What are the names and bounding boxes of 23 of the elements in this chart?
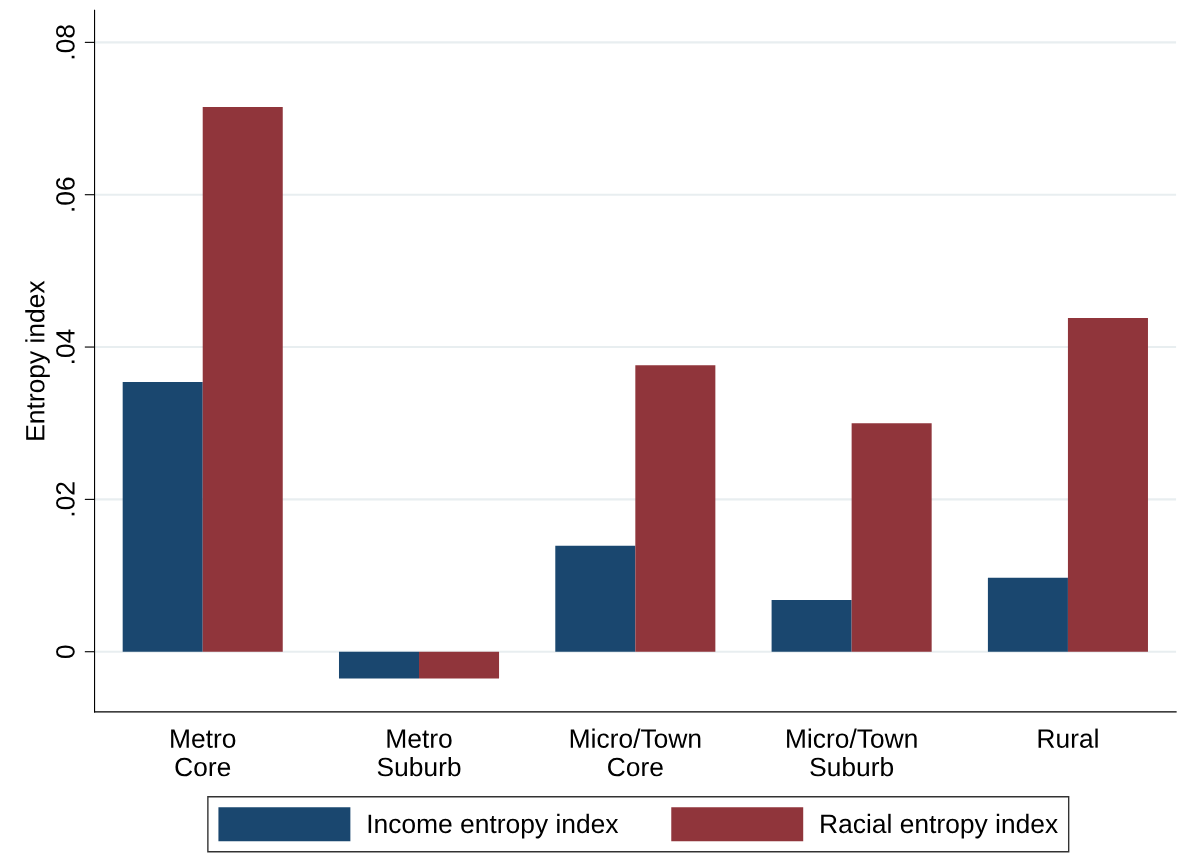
x-tick-label: Micro/Town Core — [570, 728, 701, 777]
bar — [419, 651, 500, 679]
bar — [555, 545, 636, 652]
y-tick-label: 0 — [56, 645, 75, 659]
y-tick-label: .06 — [56, 177, 75, 211]
y-tick-label: .08 — [56, 25, 75, 59]
y-tick-label: .02 — [56, 482, 75, 516]
y-tick-label: .04 — [56, 329, 75, 363]
bar — [1067, 318, 1148, 652]
bar — [122, 382, 203, 652]
legend-label: Income entropy index — [368, 813, 619, 839]
x-tick-label: Micro/Town Suburb — [787, 728, 917, 777]
x-tick-label: Rural — [1038, 728, 1098, 748]
bar — [338, 651, 420, 679]
x-tick-label: Metro Suburb — [377, 729, 461, 777]
y-axis-title: Entropy index — [25, 280, 50, 440]
bar — [851, 423, 932, 652]
x-tick-label: Metro Core — [171, 729, 236, 777]
bar — [202, 107, 283, 652]
bar — [987, 577, 1068, 652]
legend-label: Racial entropy index — [821, 813, 1058, 839]
bar — [635, 365, 716, 652]
bar — [771, 599, 852, 652]
